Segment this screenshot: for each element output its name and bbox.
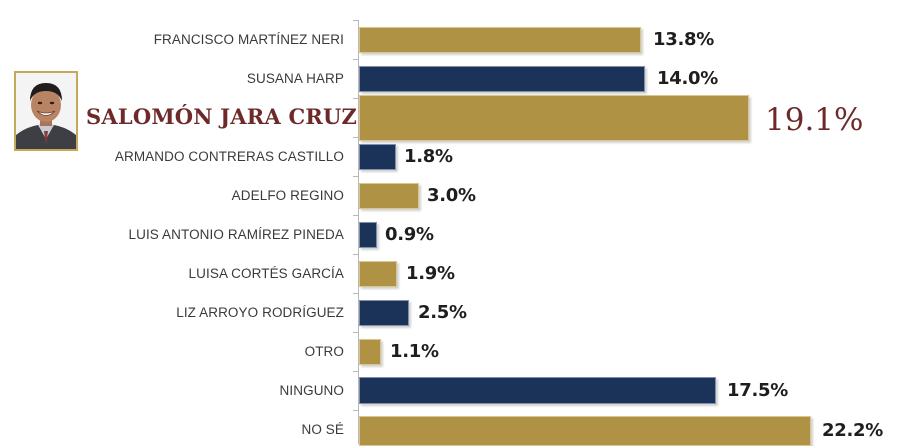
bar-francisco-martinez-neri	[359, 27, 641, 53]
category-label: LUIS ANTONIO RAMÍREZ PINEDA	[128, 227, 344, 242]
axis-tick	[353, 98, 358, 99]
value-label: 17.5%	[727, 380, 788, 401]
axis-tick	[353, 410, 358, 411]
bar-luisa-cortes-garcia	[359, 261, 397, 287]
bar-adelfo-regino	[359, 183, 419, 209]
value-label: 0.9%	[385, 224, 434, 245]
axis-tick	[353, 371, 358, 372]
category-label: LUISA CORTÉS GARCÍA	[188, 266, 344, 281]
category-label: SUSANA HARP	[246, 71, 344, 86]
axis-tick	[353, 215, 358, 216]
axis-tick	[353, 332, 358, 333]
value-label: 2.5%	[418, 302, 467, 323]
candidate-photo	[14, 71, 78, 151]
category-label: NINGUNO	[279, 383, 344, 398]
value-label: 14.0%	[657, 68, 718, 89]
value-label: 1.8%	[404, 146, 453, 167]
axis-tick	[353, 293, 358, 294]
axis-tick	[353, 176, 358, 177]
highlighted-category-label: SALOMÓN JARA CRUZ	[86, 104, 358, 129]
value-label: 3.0%	[427, 185, 476, 206]
category-label: ADELFO REGINO	[231, 188, 344, 203]
bar-armando-contreras-castillo	[359, 144, 396, 170]
bar-no-se	[359, 416, 811, 446]
category-label: ARMANDO CONTRERAS CASTILLO	[114, 149, 344, 164]
axis-tick	[353, 254, 358, 255]
value-label: 22.2%	[822, 420, 883, 441]
highlighted-value-label: 19.1%	[765, 102, 864, 138]
category-axis	[358, 20, 359, 444]
category-label: LIZ ARROYO RODRÍGUEZ	[176, 305, 344, 320]
axis-tick	[353, 20, 358, 21]
category-label: NO SÉ	[301, 422, 344, 437]
value-label: 1.9%	[406, 263, 455, 284]
bar-salomon-jara-cruz	[359, 95, 749, 141]
bar-ninguno	[359, 377, 716, 404]
bar-otro	[359, 339, 381, 365]
bar-luis-antonio-ramirez-pineda	[359, 222, 377, 248]
value-label: 13.8%	[653, 29, 714, 50]
value-label: 1.1%	[390, 341, 439, 362]
bar-susana-harp	[359, 66, 645, 92]
axis-tick	[353, 137, 358, 138]
axis-tick	[353, 59, 358, 60]
candidate-portrait-icon	[16, 73, 76, 149]
category-label: OTRO	[304, 344, 344, 359]
bar-liz-arroyo-rodriguez	[359, 300, 409, 326]
category-label: FRANCISCO MARTÍNEZ NERI	[153, 32, 344, 47]
